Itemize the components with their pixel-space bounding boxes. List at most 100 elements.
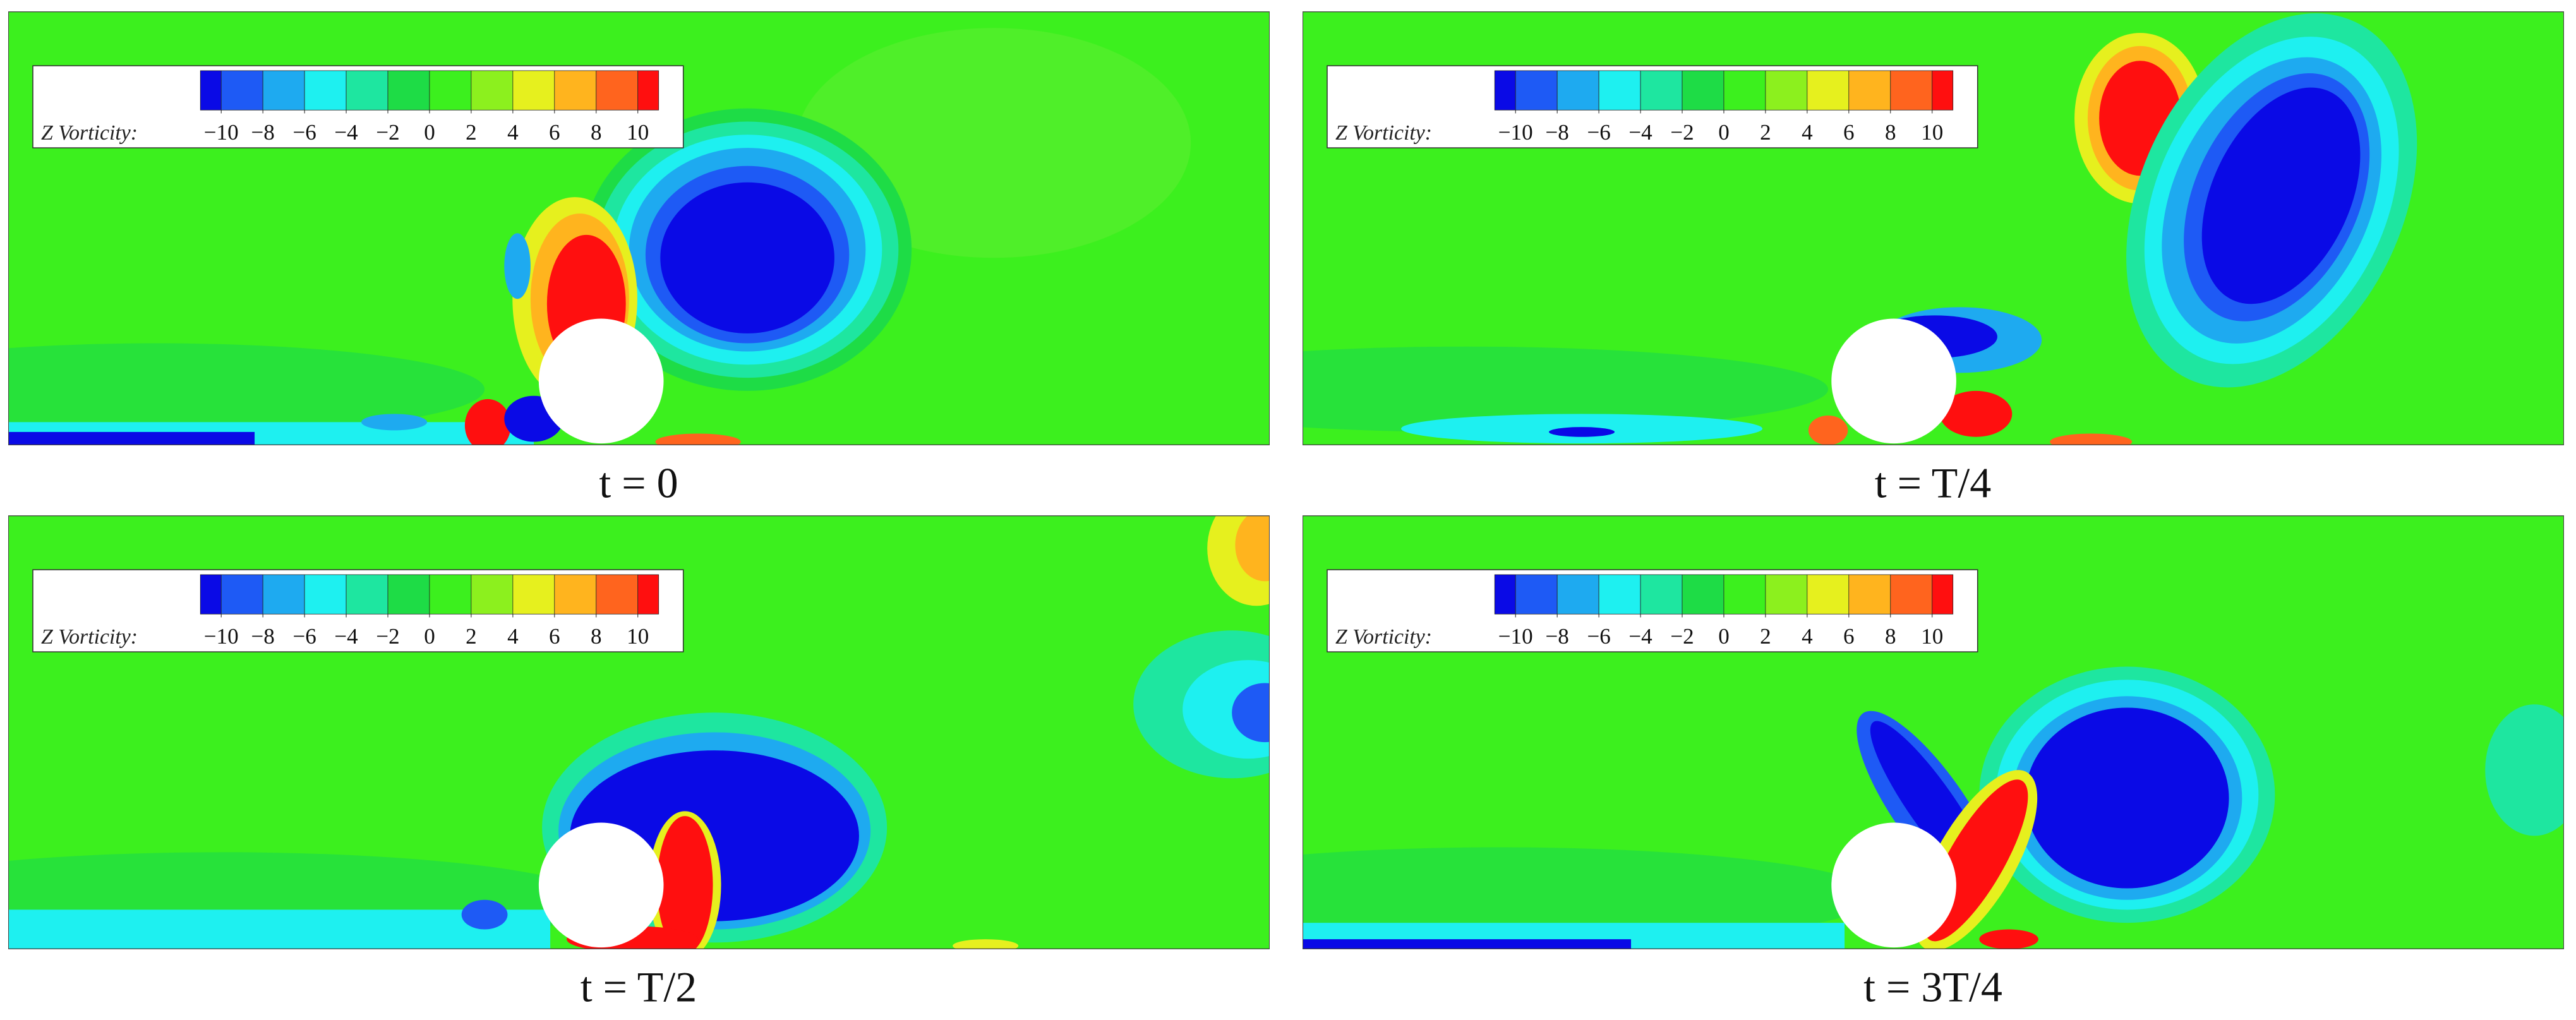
colorbar-tick-label: 0 bbox=[424, 624, 435, 649]
vorticity-field bbox=[1303, 666, 2564, 949]
colorbar-swatch bbox=[1494, 574, 1516, 615]
contour-panel: −10 −8 −6 −4 −2 0 2 4 6 8 10 Z Vorticity: bbox=[1303, 11, 2564, 445]
colorbar-tick-label: 8 bbox=[1885, 120, 1896, 145]
contour-panel: −10 −8 −6 −4 −2 0 2 4 6 8 10 Z Vorticity: bbox=[8, 515, 1270, 949]
panel-caption: t = T/2 bbox=[581, 963, 697, 1011]
cylinder bbox=[538, 318, 664, 444]
colorbar-tick-label: 8 bbox=[591, 120, 602, 145]
colorbar-swatch bbox=[1765, 70, 1808, 111]
colorbar-swatch bbox=[1848, 70, 1891, 111]
colorbar-swatch bbox=[387, 70, 430, 111]
colorbar-tick-label: −6 bbox=[292, 120, 316, 145]
colorbar-tick-label: −10 bbox=[1498, 120, 1533, 145]
colorbar-swatch bbox=[1515, 70, 1558, 111]
colorbar-tick-label: 0 bbox=[1718, 624, 1730, 649]
colorbar-tick-label: −2 bbox=[1670, 120, 1694, 145]
colorbar-swatch bbox=[304, 70, 347, 111]
colorbar-tick-label: 2 bbox=[1760, 120, 1771, 145]
colorbar-tick-label: −2 bbox=[1670, 624, 1694, 649]
colorbar-swatch bbox=[1640, 70, 1683, 111]
colorbar-swatch bbox=[262, 70, 305, 111]
contour-panel: −10 −8 −6 −4 −2 0 2 4 6 8 10 Z Vorticity: bbox=[1303, 515, 2564, 949]
colorbar-swatch bbox=[1682, 574, 1724, 615]
colorbar-label: Z Vorticity: bbox=[41, 121, 138, 145]
colorbar-tick-label: −6 bbox=[292, 624, 316, 649]
colorbar-swatch bbox=[554, 574, 597, 615]
colorbar-swatch bbox=[220, 70, 263, 111]
colorbar-swatch bbox=[1640, 574, 1683, 615]
colorbar-tick-label: −8 bbox=[251, 624, 274, 649]
colorbar-tick-label: 6 bbox=[1843, 120, 1855, 145]
colorbar-tick-label: −4 bbox=[334, 120, 358, 145]
panel-caption: t = 0 bbox=[599, 459, 678, 507]
cylinder bbox=[1831, 822, 1956, 948]
colorbar-tick-label: 8 bbox=[591, 624, 602, 649]
colorbar-tick-label: −2 bbox=[376, 120, 399, 145]
colorbar-tick-label: −4 bbox=[1628, 120, 1652, 145]
colorbar-swatch bbox=[1890, 70, 1933, 111]
colorbar-tick-label: 6 bbox=[1843, 624, 1855, 649]
cylinder bbox=[1831, 318, 1956, 444]
colorbar-tick-label: 4 bbox=[507, 120, 519, 145]
colorbar-swatch bbox=[1807, 70, 1850, 111]
colorbar-swatch bbox=[1556, 574, 1599, 615]
colorbar-swatch bbox=[471, 70, 514, 111]
colorbar-tick-label: 10 bbox=[627, 624, 649, 649]
panel-frame bbox=[8, 515, 1270, 949]
colorbar-tick-label: 4 bbox=[1802, 120, 1813, 145]
colorbar-label: Z Vorticity: bbox=[41, 625, 138, 649]
colorbar-tick-label: −6 bbox=[1587, 120, 1610, 145]
colorbar-swatch bbox=[387, 574, 430, 615]
colorbar-swatch bbox=[637, 70, 659, 111]
colorbar-swatch bbox=[596, 574, 639, 615]
colorbar-tick-label: 2 bbox=[466, 624, 477, 649]
colorbar-swatch bbox=[554, 70, 597, 111]
colorbar-tick-label: −8 bbox=[1545, 120, 1568, 145]
colorbar-label: Z Vorticity: bbox=[1335, 625, 1432, 649]
colorbar-swatch bbox=[1723, 574, 1766, 615]
colorbar-tick-label: −6 bbox=[1587, 624, 1610, 649]
colorbar-swatch bbox=[471, 574, 514, 615]
colorbar-tick-label: 10 bbox=[1921, 120, 1943, 145]
colorbar-swatch bbox=[1765, 574, 1808, 615]
colorbar-tick-label: −4 bbox=[1628, 624, 1652, 649]
colorbar-swatch bbox=[220, 574, 263, 615]
colorbar-swatch bbox=[512, 70, 555, 111]
colorbar-tick-label: 4 bbox=[507, 624, 519, 649]
colorbar-swatch bbox=[200, 574, 222, 615]
colorbar-swatch bbox=[1848, 574, 1891, 615]
panel-frame bbox=[8, 11, 1270, 445]
colorbar-tick-label: 10 bbox=[627, 120, 649, 145]
colorbar-swatch bbox=[637, 574, 659, 615]
panel-caption: t = T/4 bbox=[1875, 459, 1991, 507]
colorbar-tick-label: −8 bbox=[1545, 624, 1568, 649]
colorbar-swatch bbox=[1556, 70, 1599, 111]
panel-frame bbox=[1303, 11, 2564, 445]
colorbar-tick-label: 6 bbox=[549, 120, 560, 145]
colorbar-swatch bbox=[596, 70, 639, 111]
colorbar-label: Z Vorticity: bbox=[1335, 121, 1432, 145]
colorbar-tick-label: 10 bbox=[1921, 624, 1943, 649]
colorbar-swatch bbox=[429, 574, 472, 615]
colorbar-tick-label: 0 bbox=[424, 120, 435, 145]
colorbar-swatch bbox=[1890, 574, 1933, 615]
colorbar-tick-label: 2 bbox=[1760, 624, 1771, 649]
colorbar-tick-label: 4 bbox=[1802, 624, 1813, 649]
colorbar-swatch bbox=[262, 574, 305, 615]
colorbar-swatch bbox=[512, 574, 555, 615]
colorbar-tick-label: −10 bbox=[204, 120, 239, 145]
colorbar-tick-label: −4 bbox=[334, 624, 358, 649]
colorbar-swatch bbox=[1807, 574, 1850, 615]
colorbar-swatch bbox=[1682, 70, 1724, 111]
colorbar-tick-label: −8 bbox=[251, 120, 274, 145]
colorbar-tick-label: 6 bbox=[549, 624, 560, 649]
colorbar-swatch bbox=[346, 70, 388, 111]
colorbar-swatch bbox=[429, 70, 472, 111]
cylinder bbox=[538, 822, 664, 948]
colorbar-swatch bbox=[1723, 70, 1766, 111]
colorbar-tick-label: 8 bbox=[1885, 624, 1896, 649]
colorbar-tick-label: 2 bbox=[466, 120, 477, 145]
colorbar-tick-label: −10 bbox=[204, 624, 239, 649]
